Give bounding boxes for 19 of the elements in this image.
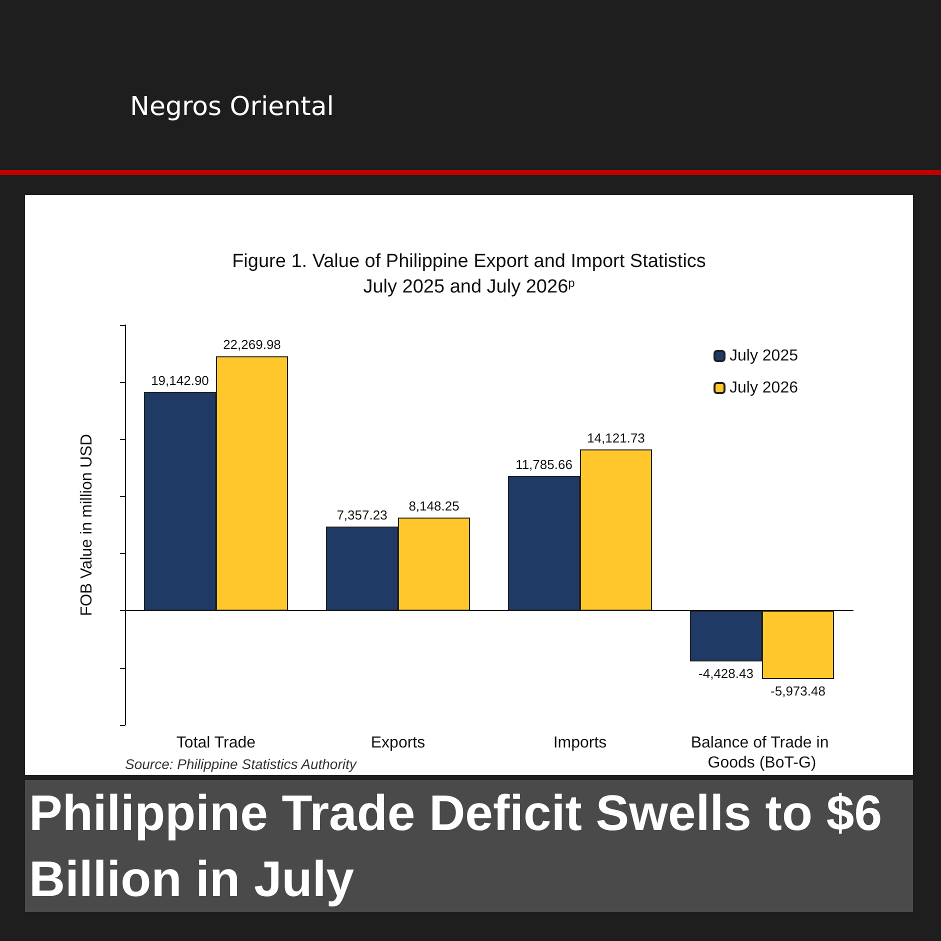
data-label: -4,428.43 [698,666,754,681]
data-label: 8,148.25 [408,498,460,514]
x-tick-label: Total Trade [176,734,256,752]
data-label: 7,357.23 [336,508,388,523]
data-label: 22,269.98 [223,337,281,352]
legend-label: July 2026 [730,380,798,396]
data-label: 14,121.73 [587,430,645,446]
source-note: Source: Philippine Statistics Authority [125,756,358,772]
x-tick-label: Exports [370,734,426,752]
data-label: 19,142.90 [151,372,209,388]
y-axis-title: FOB Value in million USD [78,434,96,616]
data-label: -5,973.48 [770,683,826,698]
x-tick-label: Imports [553,734,607,752]
legend-label: July 2025 [730,348,798,364]
data-label: 11,785.66 [516,457,572,472]
chart-title: Figure 1. Value of Philippine Export and Import Statistics [232,251,706,272]
text: Philippine Trade Deficit Swells to $6 Billion in July [25,780,913,912]
text: Negros Oriental [130,92,334,122]
x-tick-label: Balance of Trade in Goods (BoT-G) [690,734,834,772]
